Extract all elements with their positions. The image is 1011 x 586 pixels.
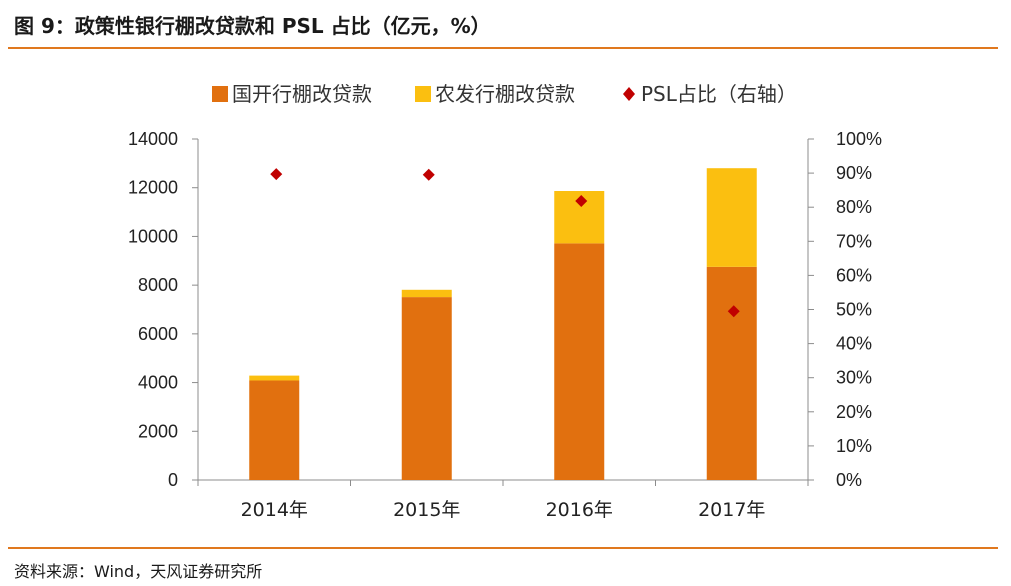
x-tick-label: 2016年 (546, 499, 613, 521)
y-left-tick-label: 6000 (138, 324, 178, 344)
point-series3 (575, 195, 588, 208)
y-right-tick-label: 80% (836, 197, 872, 217)
chart-title: 图 9：政策性银行棚改贷款和 PSL 占比（亿元，%） (14, 14, 491, 38)
legend-label-series1: 国开行棚改贷款 (232, 82, 372, 106)
y-left-tick-label: 0 (168, 470, 178, 490)
bar-series1 (249, 380, 300, 480)
point-series3 (270, 168, 283, 181)
legend: 国开行棚改贷款 农发行棚改贷款 PSL占比（右轴） (212, 82, 797, 106)
y-left-tick-label: 12000 (128, 178, 178, 198)
y-right-tick-label: 40% (836, 334, 872, 354)
point-series3 (727, 305, 740, 318)
y-left-tick-label: 4000 (138, 373, 178, 393)
legend-swatch-series2 (415, 86, 431, 102)
source-note: 资料来源：Wind，天风证券研究所 (14, 562, 263, 581)
legend-swatch-series1 (212, 86, 228, 102)
bar-series1 (554, 243, 605, 480)
y-right-tick-label: 100% (836, 129, 882, 149)
y-left-tick-label: 2000 (138, 421, 178, 441)
bar-series2 (401, 289, 452, 298)
y-right-tick-label: 60% (836, 265, 872, 285)
y-left-tick-label: 10000 (128, 226, 178, 246)
x-tick-label: 2017年 (698, 499, 765, 521)
y-right-tick-label: 10% (836, 436, 872, 456)
y-left-tick-label: 8000 (138, 275, 178, 295)
top-divider (8, 47, 998, 49)
x-tick-label: 2015年 (393, 499, 460, 521)
legend-label-series2: 农发行棚改贷款 (435, 82, 575, 106)
bar-series2 (706, 168, 757, 267)
y-left-tick-label: 14000 (128, 129, 178, 149)
bar-series2 (249, 375, 300, 381)
y-right-tick-label: 20% (836, 402, 872, 422)
x-tick-label: 2014年 (241, 499, 308, 521)
y-right-tick-label: 0% (836, 470, 862, 490)
y-right-tick-label: 50% (836, 300, 872, 320)
y-right-tick-label: 70% (836, 231, 872, 251)
y-right-tick-label: 90% (836, 163, 872, 183)
bar-series1 (401, 297, 452, 480)
bottom-divider (8, 547, 998, 549)
y-right-tick-label: 30% (836, 368, 872, 388)
point-series3 (422, 168, 435, 181)
bar-series1 (706, 266, 757, 480)
legend-marker-series3 (623, 87, 635, 101)
legend-label-series3: PSL占比（右轴） (641, 82, 797, 106)
